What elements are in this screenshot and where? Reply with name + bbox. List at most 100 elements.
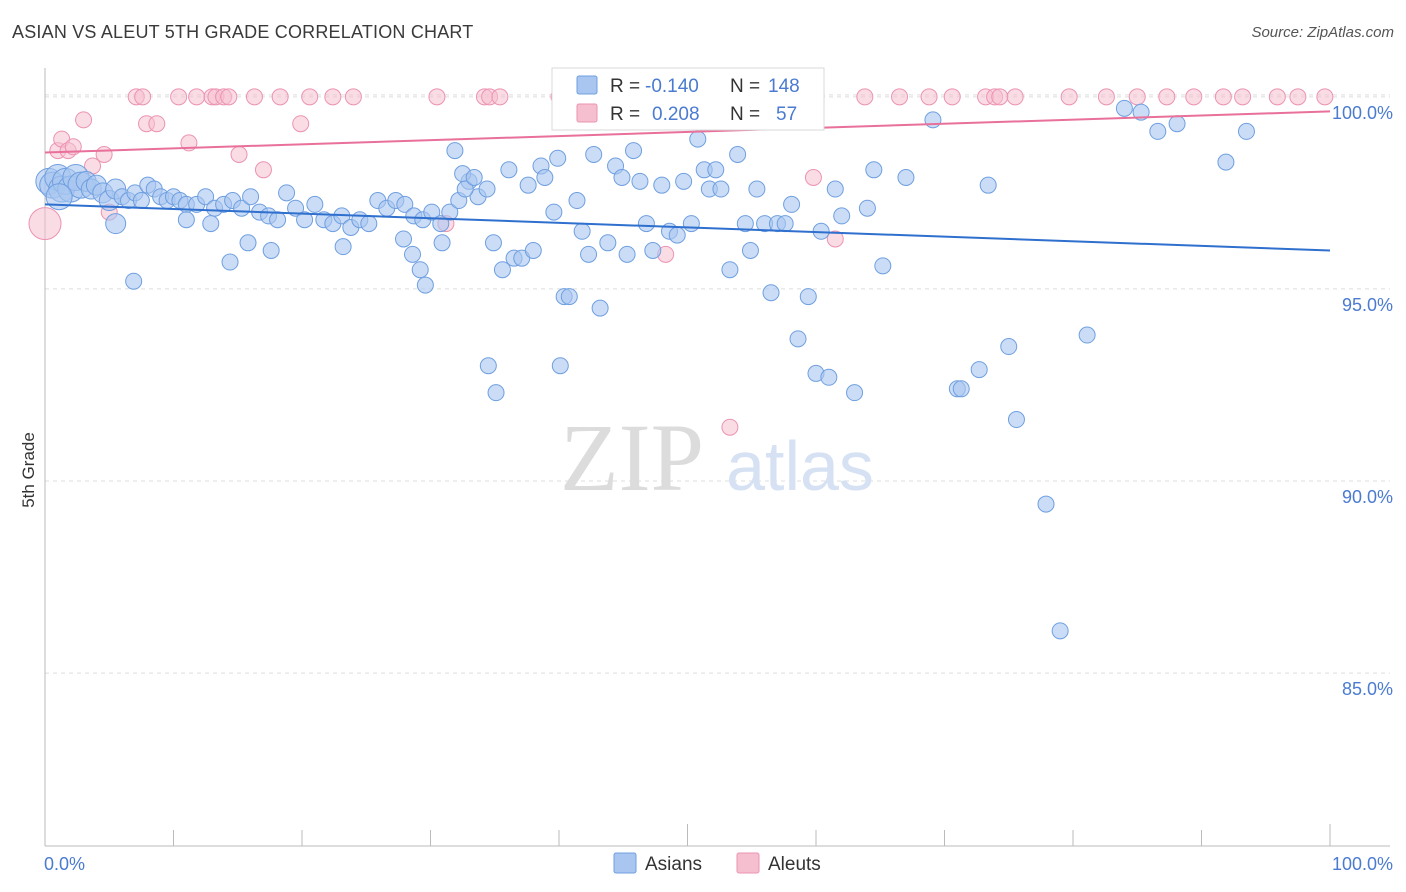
asian-point <box>296 211 314 229</box>
aleut-point <box>1234 88 1252 106</box>
asian-point <box>519 176 537 194</box>
aleut-point <box>991 88 1009 106</box>
asian-point <box>242 188 260 206</box>
asian-point <box>484 234 502 252</box>
asian-point <box>833 207 851 225</box>
asian-point <box>287 199 305 217</box>
asian-point <box>549 149 567 167</box>
asian-point <box>239 234 257 252</box>
asian-point <box>637 215 655 233</box>
aleut-point <box>271 88 289 106</box>
asian-point <box>729 145 747 163</box>
legend-r-label: R = <box>610 76 640 97</box>
aleut-point <box>134 88 152 106</box>
asian-point <box>568 192 586 210</box>
asian-point <box>125 272 143 290</box>
y-tick-label: 90.0% <box>1342 487 1393 507</box>
aleut-point <box>943 88 961 106</box>
aleut-point <box>491 88 509 106</box>
aleut-point <box>230 145 248 163</box>
asian-point <box>613 168 631 186</box>
aleut-point <box>1316 88 1334 106</box>
asian-point <box>221 253 239 271</box>
asian-point <box>551 357 569 375</box>
asian-point <box>500 161 518 179</box>
asian-point <box>493 261 511 279</box>
asian-point <box>1217 153 1235 171</box>
asian-point <box>416 276 434 294</box>
bottom-legend-aleut-swatch <box>736 852 760 874</box>
aleut-point <box>1097 88 1115 106</box>
aleut-point <box>220 88 238 106</box>
asian-point <box>360 215 378 233</box>
legend-asian-swatch <box>576 75 598 95</box>
asian-point <box>396 195 414 213</box>
aleut-point <box>95 145 113 163</box>
bottom-legend-aleut-label: Aleuts <box>768 854 821 875</box>
asian-point <box>45 183 73 211</box>
aleut-point <box>1128 88 1146 106</box>
asian-point <box>278 184 296 202</box>
asian-point <box>573 222 591 240</box>
legend-n-value: 57 <box>776 104 797 125</box>
asian-point <box>433 234 451 252</box>
asian-point <box>799 288 817 306</box>
asian-point <box>395 230 413 248</box>
aleut-point <box>1289 88 1307 106</box>
aleut-point <box>1185 88 1203 106</box>
asian-point <box>762 284 780 302</box>
asian-point <box>1051 622 1069 640</box>
y-tick-label: 95.0% <box>1342 295 1393 315</box>
asian-point <box>644 241 662 259</box>
asian-point <box>707 161 725 179</box>
asian-point <box>465 168 483 186</box>
asian-point <box>741 241 759 259</box>
asian-point <box>334 238 352 256</box>
aleut-point <box>1006 88 1024 106</box>
aleut-point <box>1060 88 1078 106</box>
asian-points <box>35 99 1255 640</box>
asian-point <box>736 215 754 233</box>
watermark: ZIP atlas <box>560 404 874 511</box>
asian-point <box>1168 115 1186 133</box>
legend-r-value: -0.140 <box>645 76 699 97</box>
asian-point <box>404 245 422 263</box>
tick-labels: 85.0% 90.0% 95.0% 100.0% 0.0% 100.0% <box>44 103 1393 874</box>
legend-r-label: R = <box>610 104 640 125</box>
asian-point <box>712 180 730 198</box>
legend-aleut-swatch <box>576 103 598 123</box>
asian-point <box>783 195 801 213</box>
asian-point <box>846 384 864 402</box>
asian-point <box>441 203 459 221</box>
aleut-point <box>324 88 342 106</box>
asian-point <box>585 145 603 163</box>
aleut-point <box>301 88 319 106</box>
asian-point <box>826 180 844 198</box>
chart-title: ASIAN VS ALEUT 5TH GRADE CORRELATION CHA… <box>12 22 474 42</box>
asian-point <box>865 161 883 179</box>
asian-point <box>105 213 127 235</box>
aleut-point <box>75 111 93 129</box>
axes <box>44 68 1390 847</box>
aleut-point <box>245 88 263 106</box>
asian-point <box>591 299 609 317</box>
aleut-point <box>920 88 938 106</box>
asian-point <box>653 176 671 194</box>
aleut-point <box>804 168 822 186</box>
asian-point <box>789 330 807 348</box>
asian-point <box>487 384 505 402</box>
asian-point <box>1078 326 1096 344</box>
bottom-legend: Asians Aleuts <box>613 852 821 875</box>
asian-point <box>456 180 474 198</box>
watermark-zip: ZIP <box>560 404 704 511</box>
bottom-legend-asian-swatch <box>613 852 637 874</box>
aleut-point <box>1214 88 1232 106</box>
asian-point <box>631 172 649 190</box>
aleut-point <box>170 88 188 106</box>
asian-point <box>776 215 794 233</box>
legend-n-label: N = <box>730 104 760 125</box>
asian-point <box>1007 411 1025 429</box>
asian-point <box>479 357 497 375</box>
asian-point <box>952 380 970 398</box>
